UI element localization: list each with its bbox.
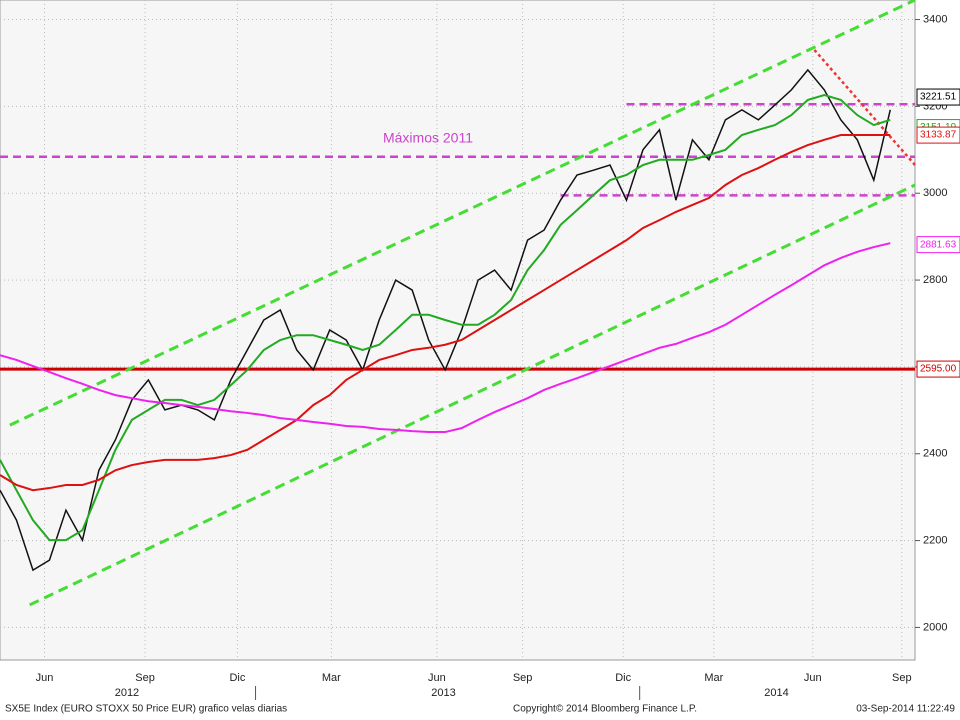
value-box-label: 3133.87 (920, 130, 957, 141)
footer-right: 03-Sep-2014 11:22:49 (856, 704, 955, 715)
footer-left: SX5E Index (EURO STOXX 50 Price EUR) gra… (5, 704, 287, 715)
value-box (916, 236, 960, 254)
x-tick-label: Jun (428, 672, 446, 684)
value-box (916, 88, 960, 106)
plot-area (0, 0, 916, 661)
x-tick-label: Mar (704, 672, 723, 684)
year-label: 2013 (431, 687, 455, 699)
series-line (0, 242, 891, 434)
annotation: Máximos 2011 (383, 129, 473, 145)
footer-center: Copyright© 2014 Bloomberg Finance L.P. (513, 704, 697, 715)
y-tick-label: 3400 (923, 13, 947, 25)
x-tick-label: Dic (229, 672, 245, 684)
y-tick-label: 2400 (923, 448, 947, 460)
y-tick-label: 3000 (923, 187, 947, 199)
series-line (0, 94, 891, 542)
year-label: 2012 (115, 687, 139, 699)
value-box (916, 360, 960, 378)
value-box-label: 3221.51 (920, 92, 957, 103)
series-line (0, 134, 891, 492)
x-tick-label: Dic (615, 672, 631, 684)
trendline (9, 0, 916, 427)
series-line (0, 68, 892, 572)
x-tick-label: Sep (513, 672, 533, 684)
y-tick-label: 2800 (923, 274, 947, 286)
y-tick-label: 2000 (923, 621, 947, 633)
value-box-label: 2595.00 (920, 364, 957, 375)
x-tick-label: Sep (892, 672, 912, 684)
value-box-label: 2881.63 (920, 239, 957, 250)
trendline (29, 183, 916, 607)
trendline (813, 49, 916, 166)
x-tick-label: Jun (804, 672, 822, 684)
y-tick-label: 2200 (923, 534, 947, 546)
value-box (916, 126, 960, 144)
x-tick-label: Mar (322, 672, 341, 684)
x-tick-label: Sep (135, 672, 155, 684)
year-label: 2014 (764, 687, 788, 699)
x-tick-label: Jun (36, 672, 54, 684)
